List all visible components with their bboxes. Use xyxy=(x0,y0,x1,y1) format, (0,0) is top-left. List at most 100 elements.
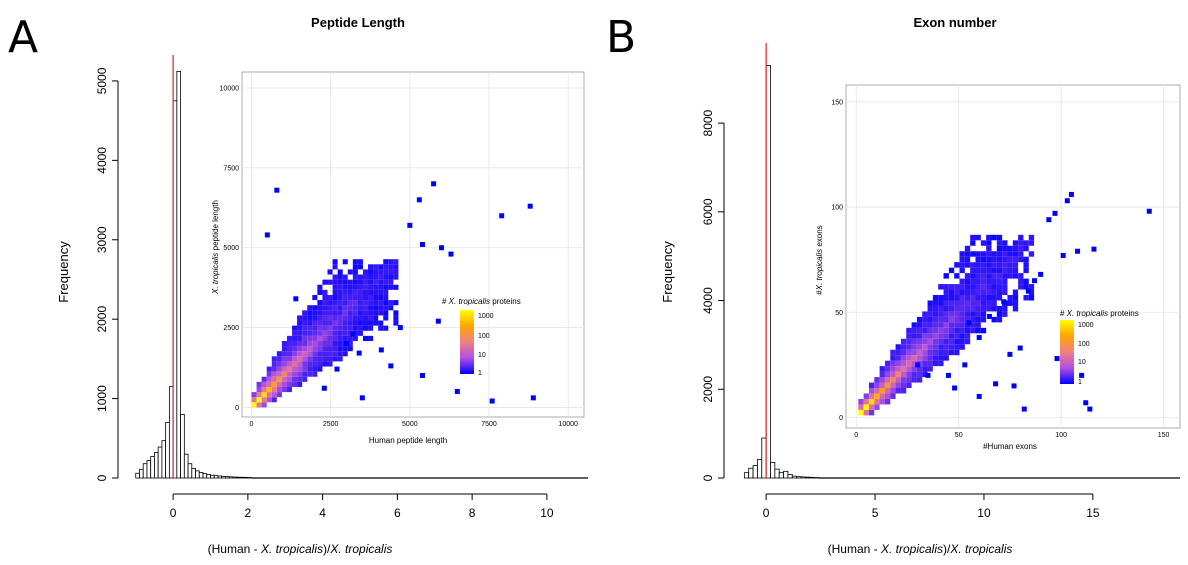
inset-b-cell xyxy=(868,382,875,389)
inset-b-legend-tick: 1000 xyxy=(1078,322,1094,329)
inset-a-cell xyxy=(373,279,379,285)
inset-a-cell xyxy=(302,366,308,372)
inset-a-cell xyxy=(357,259,363,265)
hist-a-bar xyxy=(198,472,204,479)
inset-a-cell xyxy=(332,274,338,280)
inset-b-cell xyxy=(996,289,1003,296)
inset-a-cell xyxy=(286,386,293,393)
inset-b-cell xyxy=(959,278,965,285)
inset-b-cell xyxy=(1007,267,1013,274)
inset-b-point xyxy=(1146,208,1152,214)
inset-b-cell xyxy=(964,284,971,290)
hist-a-x-tick-label: 10 xyxy=(540,506,554,520)
inset-a-cell xyxy=(307,325,313,331)
inset-a-cell xyxy=(286,366,293,372)
hist-a-x-tick-label: 0 xyxy=(170,506,177,520)
inset-a-cell xyxy=(327,351,333,357)
inset-a-cell xyxy=(317,366,323,372)
inset-b-cell xyxy=(927,316,933,323)
inset-b-cell xyxy=(954,311,960,317)
inset-a-cell xyxy=(362,279,369,285)
inset-a-cell xyxy=(332,310,338,316)
inset-a-cell xyxy=(307,335,313,341)
inset-a-cell xyxy=(332,325,338,331)
inset-b-cell xyxy=(938,322,944,328)
inset-b-cell xyxy=(1002,240,1008,246)
inset-b-cell xyxy=(954,349,960,356)
inset-b-cell xyxy=(991,284,997,290)
inset-a-cell xyxy=(373,320,379,326)
inset-b-point xyxy=(976,393,982,399)
inset-b-cell xyxy=(900,371,907,378)
inset-b-cell xyxy=(986,256,992,263)
inset-a-y-tick-label: 7500 xyxy=(223,165,239,172)
inset-b-cell xyxy=(948,349,955,356)
inset-b-cell xyxy=(932,349,939,356)
inset-a-cell xyxy=(312,346,318,352)
inset-b-cell xyxy=(906,344,912,350)
inset-a-cell xyxy=(292,340,298,347)
inset-a-cell xyxy=(337,320,343,326)
inset-a-cell xyxy=(388,274,394,280)
inset-b-cell xyxy=(996,284,1003,290)
inset-b-cell xyxy=(954,333,960,339)
inset-a-cell xyxy=(378,289,384,295)
inset-b-cell xyxy=(1002,289,1008,296)
inset-a-cell xyxy=(368,325,374,331)
inset-b-point xyxy=(1046,217,1052,223)
inset-b-cell xyxy=(906,355,912,361)
inset-b-cell xyxy=(938,333,944,339)
inset-b-cell xyxy=(1023,245,1029,252)
inset-a-cell xyxy=(317,361,323,367)
inset-b-cell xyxy=(906,327,912,334)
inset-a-cell xyxy=(312,361,318,367)
inset-a-cell xyxy=(281,346,287,352)
inset-a-cell xyxy=(362,305,369,311)
inset-a-cell xyxy=(337,279,343,285)
inset-b-cell xyxy=(991,251,997,257)
inset-b-x-tick-label: 0 xyxy=(854,432,858,439)
inset-b-cell xyxy=(970,240,976,246)
inset-b-cell xyxy=(879,382,885,389)
inset-a-cell xyxy=(342,320,348,326)
inset-a-cell xyxy=(383,269,389,275)
inset-b-cell xyxy=(900,360,907,367)
inset-a-cell xyxy=(297,361,303,367)
hist-a-bar xyxy=(165,422,170,479)
hist-a-bar xyxy=(180,414,185,479)
inset-a-cell xyxy=(332,330,338,336)
inset-b-cell xyxy=(1018,245,1024,252)
inset-a-cell xyxy=(266,397,272,403)
hist-a-y-tick-label: 3000 xyxy=(95,226,109,253)
inset-a-cell xyxy=(368,320,374,326)
inset-b-cell xyxy=(890,377,896,383)
inset-a-cell xyxy=(297,366,303,372)
inset-a-point xyxy=(420,242,425,247)
inset-b-cell xyxy=(938,327,944,334)
inset-b-cell xyxy=(970,234,976,241)
inset-a-cell xyxy=(362,320,369,326)
inset-b-cell xyxy=(964,262,971,268)
inset-a-cell xyxy=(307,315,313,321)
inset-b-cell xyxy=(975,289,981,296)
inset-a-cell xyxy=(347,330,353,336)
inset-a-cell xyxy=(337,330,343,336)
panel-a-xlabel: (Human - X. tropicalis)/X. tropicalis xyxy=(208,542,393,556)
inset-b-cell xyxy=(943,305,949,312)
inset-b-cell xyxy=(975,251,981,257)
inset-a-cell xyxy=(347,305,353,311)
inset-a-cell xyxy=(337,294,343,301)
hist-a-bar xyxy=(146,460,152,479)
inset-a-cell xyxy=(342,325,348,331)
inset-b-cell xyxy=(991,289,997,296)
inset-a-cell xyxy=(332,356,338,362)
inset-b-cell xyxy=(884,388,891,394)
inset-b-cell xyxy=(986,262,992,268)
hist-a-bar xyxy=(239,476,245,479)
inset-b-point xyxy=(1038,271,1044,277)
inset-b-cell xyxy=(906,338,912,345)
inset-a-cell xyxy=(368,305,374,311)
hist-a-bar xyxy=(157,446,163,479)
inset-b-cell xyxy=(980,278,987,285)
